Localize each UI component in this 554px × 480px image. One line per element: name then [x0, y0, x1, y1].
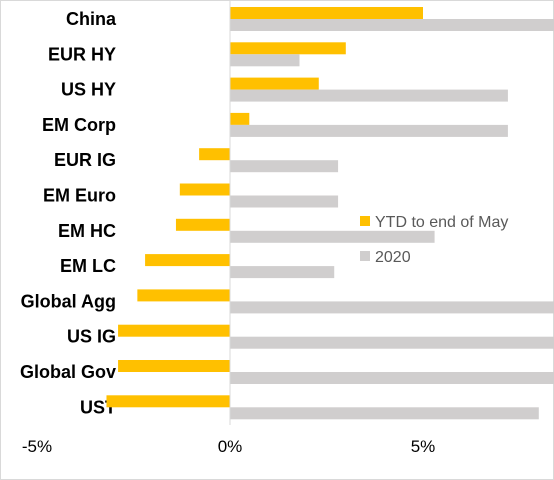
category-label-eur-hy: EUR HY	[48, 44, 116, 64]
legend-label-ytd-to-end-of-may: YTD to end of May	[375, 214, 508, 231]
bar-ytd-to-end-of-may-us-ig	[118, 324, 230, 337]
bar-2020-em-lc	[230, 266, 335, 279]
category-label-em-hc: EM HC	[58, 221, 116, 241]
x-tick-label: -5%	[22, 437, 52, 456]
bar-2020-eur-hy	[230, 54, 300, 67]
bar-2020-global-agg	[230, 301, 554, 314]
bar-ytd-to-end-of-may-ust	[106, 395, 230, 408]
bar-ytd-to-end-of-may-china	[230, 7, 423, 19]
bar-2020-eur-ig	[230, 160, 339, 173]
bar-2020-china	[230, 19, 554, 31]
legend-swatch-2020	[360, 251, 370, 261]
bar-ytd-to-end-of-may-em-corp	[230, 112, 250, 125]
legend-swatch-ytd-to-end-of-may	[360, 216, 370, 226]
bar-ytd-to-end-of-may-eur-ig	[199, 148, 230, 161]
bar-2020-global-gov	[230, 372, 554, 384]
category-label-em-corp: EM Corp	[42, 115, 116, 135]
x-tick-label: 5%	[411, 437, 436, 456]
bar-2020-em-corp	[230, 124, 508, 137]
bar-ytd-to-end-of-may-global-gov	[118, 360, 230, 372]
bar-ytd-to-end-of-may-global-agg	[137, 289, 230, 302]
category-label-em-lc: EM LC	[60, 256, 116, 276]
bar-ytd-to-end-of-may-eur-hy	[230, 42, 346, 55]
bar-2020-em-euro	[230, 195, 339, 208]
category-label-global-gov: Global Gov	[20, 362, 116, 382]
bar-ytd-to-end-of-may-us-hy	[230, 77, 319, 90]
category-label-global-agg: Global Agg	[21, 291, 116, 311]
category-label-eur-ig: EUR IG	[54, 150, 116, 170]
bar-ytd-to-end-of-may-em-hc	[175, 218, 230, 231]
category-label-us-hy: US HY	[61, 80, 116, 100]
x-tick-label: 0%	[218, 437, 243, 456]
category-label-em-euro: EM Euro	[43, 186, 116, 206]
bar-ytd-to-end-of-may-em-lc	[145, 254, 230, 267]
bar-ytd-to-end-of-may-em-euro	[179, 183, 230, 196]
bar-2020-us-ig	[230, 336, 554, 349]
bar-2020-em-hc	[230, 230, 435, 243]
bar-2020-us-hy	[230, 89, 508, 102]
legend-label-2020: 2020	[375, 249, 411, 266]
category-label-china: China	[66, 9, 117, 29]
category-label-us-ig: US IG	[67, 327, 116, 347]
bar-2020-ust	[230, 407, 539, 420]
